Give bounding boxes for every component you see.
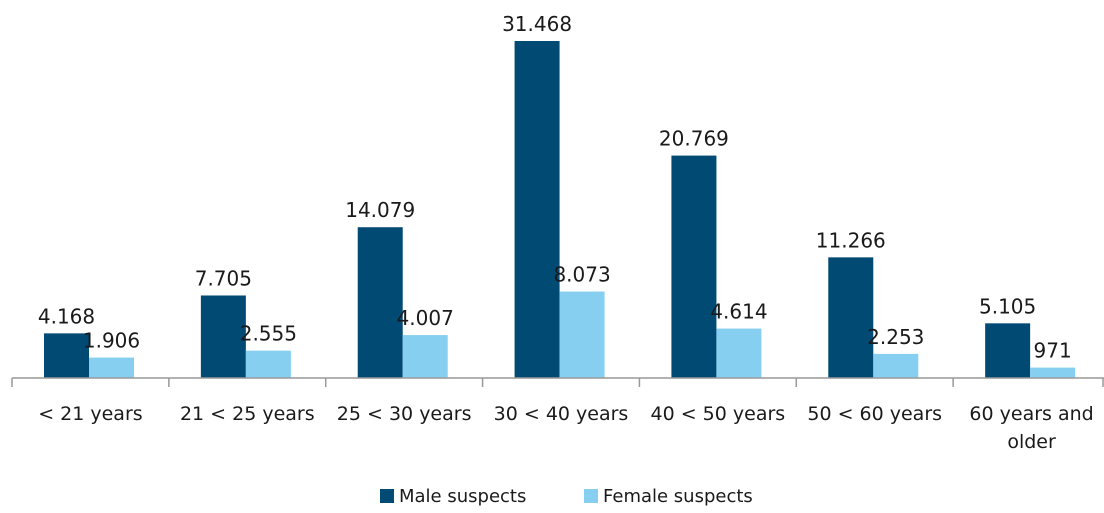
bar-male-6: [985, 323, 1031, 378]
bar-male-1: [200, 295, 246, 378]
legend-label-male: Male suspects: [399, 486, 526, 507]
data-label-female-6: 971: [1034, 339, 1072, 363]
bar-male-5: [828, 257, 874, 378]
bars-group: [44, 41, 1076, 378]
x-tick-label-5: 50 < 60 years: [807, 403, 942, 425]
x-tick-label-3: 30 < 40 years: [494, 403, 629, 425]
bar-female-4: [716, 328, 762, 378]
legend: Male suspects Female suspects: [380, 486, 753, 507]
x-tick-label-0: < 21 years: [38, 403, 142, 425]
x-axis: [11, 377, 1104, 387]
x-tick-labels: < 21 years 21 < 25 years 25 < 30 years 30 <…: [38, 403, 1094, 453]
data-label-male-5: 11.266: [816, 228, 886, 252]
x-tick-label-6: 60 years and older: [969, 403, 1093, 453]
legend-swatch-male: [380, 489, 394, 503]
data-label-male-4: 20.769: [659, 127, 729, 151]
bar-female-2: [402, 335, 448, 378]
data-label-male-0: 4.168: [38, 304, 95, 328]
x-tick-label-4: 40 < 50 years: [651, 403, 786, 425]
data-label-female-5: 2.253: [867, 325, 924, 349]
data-label-male-3: 31.468: [502, 12, 572, 36]
bar-female-3: [559, 291, 605, 378]
legend-label-female: Female suspects: [603, 486, 753, 507]
legend-swatch-female: [584, 489, 598, 503]
x-tick-label-1: 21 < 25 years: [180, 403, 315, 425]
data-label-male-6: 5.105: [979, 294, 1036, 318]
bar-male-3: [514, 41, 560, 378]
data-label-female-3: 8.073: [553, 263, 610, 287]
bar-female-5: [873, 353, 919, 378]
data-label-female-4: 4.614: [710, 300, 767, 324]
bar-male-4: [671, 155, 717, 378]
bar-female-1: [245, 350, 291, 378]
data-label-female-1: 2.555: [240, 322, 297, 346]
data-label-female-0: 1.906: [83, 329, 140, 353]
data-label-male-1: 7.705: [195, 266, 252, 290]
bar-female-0: [89, 357, 134, 378]
bar-female-6: [1030, 367, 1076, 378]
data-label-male-2: 14.079: [345, 198, 415, 222]
data-label-female-2: 4.007: [397, 306, 454, 330]
bar-male-2: [357, 227, 403, 378]
x-tick-label-2: 25 < 30 years: [337, 403, 472, 425]
bar-male-0: [44, 333, 89, 378]
